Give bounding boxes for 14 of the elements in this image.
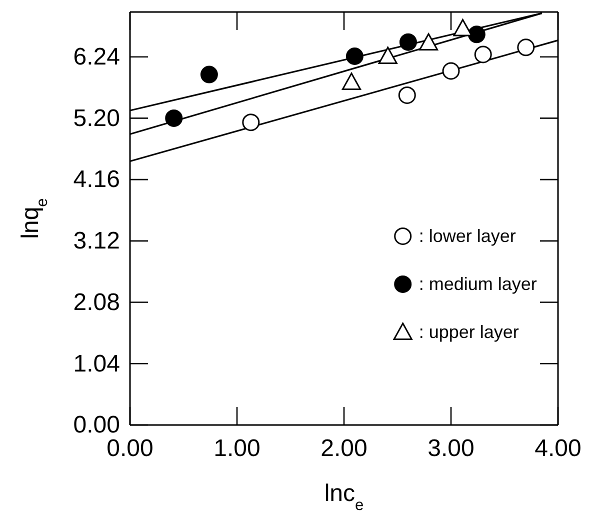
y-tick-label: 2.08	[73, 288, 120, 316]
legend-label: : medium layer	[418, 274, 537, 294]
x-tick-label: 2.00	[320, 435, 368, 462]
y-tick-label: 1.04	[73, 350, 120, 378]
y-tick-label: 4.16	[73, 166, 120, 194]
x-tick-label: 1.00	[214, 435, 260, 462]
x-axis-title: lnc$_{e}$	[324, 480, 364, 514]
y-tick-label: 3.12	[73, 228, 120, 255]
y-tick-label: 5.20	[73, 104, 120, 132]
x-tick-label: 3.00	[428, 435, 474, 462]
x-tick-label: 4.00	[534, 435, 582, 462]
legend-label: : lower layer	[418, 226, 516, 246]
y-tick-label: 6.24	[73, 44, 120, 71]
legend-label: : upper layer	[418, 322, 519, 342]
